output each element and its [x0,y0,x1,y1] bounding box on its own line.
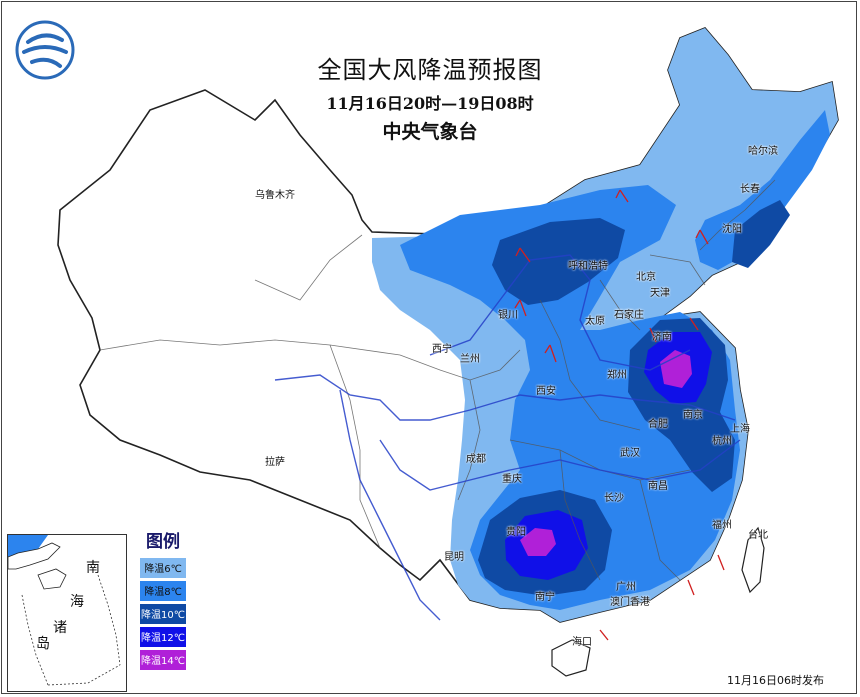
city-label-wuhan: 武汉 [620,448,640,459]
inset-label-1: 南 [86,560,100,576]
legend: 图例 降温6℃ 降温8℃ 降温10℃ 降温12℃ 降温14℃ [140,527,186,671]
city-label-harbin: 哈尔滨 [748,146,778,157]
wind-barbs [514,189,725,641]
city-label-zhengzhou: 郑州 [607,370,627,381]
zone-8c-ne [695,110,830,270]
taiwan [741,526,765,594]
city-label-hangzhou: 杭州 [712,436,732,447]
inset-label-4: 岛 [36,636,50,652]
city-label-guangzhou: 广州 [616,582,636,593]
city-label-guiyang: 贵阳 [506,527,526,538]
zone-14c-south [520,528,556,556]
legend-item-10c: 降温10℃ [140,602,186,625]
city-label-tianjin: 天津 [650,288,670,299]
city-label-nanjing: 南京 [683,410,703,421]
zone-14c-east [660,350,692,388]
city-label-changsha: 长沙 [604,493,624,504]
inset-label-3: 诸 [53,620,67,636]
city-label-lhasa: 拉萨 [265,457,285,468]
city-label-haikou: 海口 [572,637,592,648]
city-label-fuzhou: 福州 [712,520,732,531]
inset-map [7,535,121,686]
legend-swatch: 降温10℃ [140,603,186,624]
cma-logo-icon [15,20,75,80]
zone-10c [492,218,625,305]
city-label-nanchang: 南昌 [648,481,668,492]
legend-swatch: 降温14℃ [140,649,186,670]
city-label-shijiazhuang: 石家庄 [614,310,644,321]
legend-title: 图例 [146,532,180,552]
city-label-hefei: 合肥 [648,419,668,430]
province-borders [99,179,776,581]
city-label-chongqing: 重庆 [502,474,522,485]
issue-time: 11月16日06时发布 [727,674,824,687]
legend-item-8c: 降温8℃ [140,579,186,602]
legend-item-12c: 降温12℃ [140,625,186,648]
legend-swatch: 降温8℃ [140,580,186,601]
city-label-lanzhou: 兰州 [460,354,480,365]
city-label-taiyuan: 太原 [585,316,605,327]
city-label-beijing: 北京 [636,272,656,283]
city-label-xian: 西安 [536,386,556,397]
city-label-hohhot: 呼和浩特 [568,261,608,272]
map-title: 全国大风降温预报图 [317,56,543,84]
city-label-shenyang: 沈阳 [722,224,742,235]
city-label-shanghai: 上海 [730,424,750,435]
south-china-sea-inset: 南 海 诸 岛 [7,534,127,692]
city-label-urumqi: 乌鲁木齐 [255,190,295,201]
legend-swatch: 降温6℃ [140,557,186,578]
city-label-yinchuan: 银川 [498,310,518,321]
zone-8c [400,185,740,610]
legend-item-6c: 降温6℃ [140,556,186,579]
city-label-changchun: 长春 [740,184,760,195]
hainan [551,639,591,677]
rivers [274,254,741,621]
city-label-jinan: 济南 [652,332,672,343]
city-label-macau-hk: 澳门香港 [610,597,650,608]
city-label-nanning: 南宁 [535,592,555,603]
forecast-period: 11月16日20时—19日08时 [326,94,534,113]
city-label-kunming: 昆明 [444,552,464,563]
legend-item-14c: 降温14℃ [140,648,186,671]
city-label-chengdu: 成都 [466,454,486,465]
city-label-taipei: 台北 [748,530,768,541]
legend-swatch: 降温12℃ [140,626,186,647]
agency-name: 中央气象台 [382,121,478,143]
zone-10c-ne [732,200,790,268]
city-label-xining: 西宁 [432,344,452,355]
inset-label-2: 海 [70,594,84,610]
